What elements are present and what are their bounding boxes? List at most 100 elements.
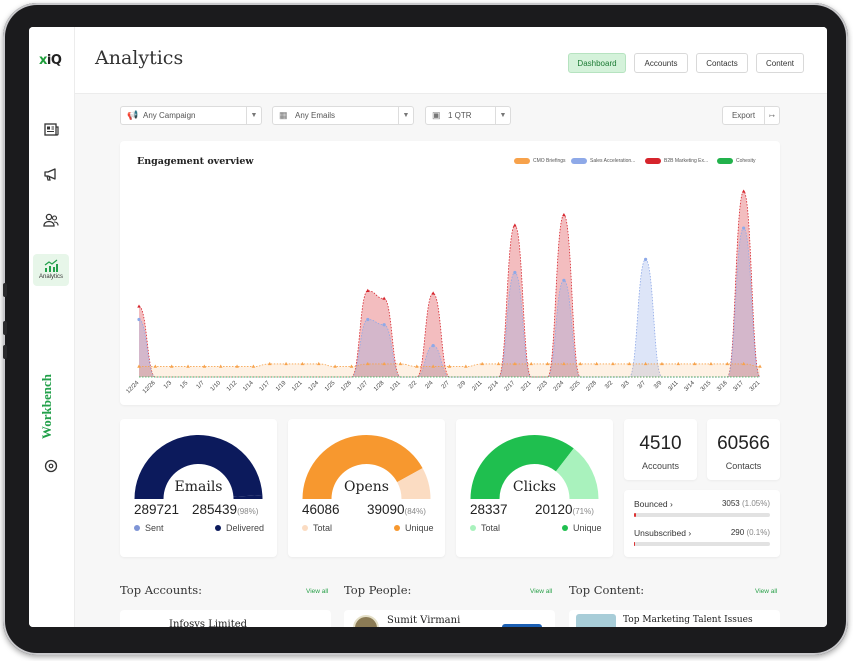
data-point <box>513 223 517 227</box>
data-point <box>382 361 386 366</box>
legend-dot <box>394 525 400 531</box>
gauge-legend-right: Delivered <box>215 523 264 533</box>
legend-item[interactable]: Sales Acceleration... <box>571 157 635 165</box>
legend-item[interactable]: CMO Briefings <box>514 157 566 165</box>
x-tick-label: 3/21 <box>749 380 762 393</box>
gauge-legend-right: Unique <box>562 523 602 533</box>
tab-content[interactable]: Content <box>756 53 804 73</box>
chart-title: Engagement overview <box>137 156 254 167</box>
legend-dot <box>470 525 476 531</box>
chevron-right-icon: › <box>688 528 692 538</box>
top-content-view-all[interactable]: View all <box>755 588 778 595</box>
data-point <box>741 189 746 193</box>
workbench-label[interactable]: Workbench <box>39 373 54 439</box>
settings-cycle-icon[interactable] <box>41 456 61 476</box>
x-tick-label: 1/28 <box>373 380 386 393</box>
sidebar-item-label: Analytics <box>38 274 63 280</box>
x-tick-label: 2/9 <box>457 380 468 391</box>
period-select[interactable]: ▣ 1 QTR ▼ <box>425 106 511 125</box>
gauge-value-arc <box>470 435 574 499</box>
tab-dashboard[interactable]: Dashboard <box>568 53 626 73</box>
gauge-rest-arc <box>555 448 599 499</box>
campaign-select[interactable]: 📢 Any Campaign ▼ <box>120 106 262 125</box>
chart-legend: CMO Briefings Sales Acceleration... B2B Ma… <box>514 157 764 167</box>
export-button[interactable]: Export ↦ <box>722 106 780 125</box>
clicks-gauge-card: Clicks 28337 20120(71%) Total Unique <box>456 419 613 557</box>
x-tick-label: 1/31 <box>389 380 402 393</box>
x-tick-label: 1/14 <box>242 380 255 393</box>
data-point <box>366 317 370 322</box>
top-people-title: Top People: <box>344 583 412 597</box>
data-point <box>300 361 305 366</box>
xiq-logo[interactable]: xiQ <box>39 53 62 68</box>
top-accounts-title: Top Accounts: <box>120 583 203 597</box>
gauge-label: Opens <box>344 479 389 495</box>
megaphone-icon <box>44 168 56 181</box>
bounced-link[interactable]: Bounced › <box>634 499 673 509</box>
gauge-value: 285439 <box>192 502 238 517</box>
top-account-row[interactable]: Infosys Limited <box>120 610 331 627</box>
top-accounts-view-all[interactable]: View all <box>306 588 329 595</box>
data-point <box>529 361 534 366</box>
accounts-stat[interactable]: 4510 Accounts <box>624 419 697 480</box>
contacts-count: 60566 <box>717 433 770 454</box>
legend-item[interactable]: Cohesity <box>717 157 755 165</box>
calendar-icon: ▣ <box>432 110 441 120</box>
x-tick-label: 2/23 <box>536 380 549 393</box>
legend-item[interactable]: B2B Marketing Ex... <box>645 157 708 165</box>
data-point <box>235 364 239 368</box>
contacts-stat[interactable]: 60566 Contacts <box>707 419 780 480</box>
people-icon <box>43 213 59 227</box>
sidebar-item-documents[interactable] <box>41 119 61 139</box>
gauge-legend-left: Total <box>302 523 332 533</box>
data-point <box>169 364 174 368</box>
sidebar-item-contacts[interactable] <box>41 210 61 230</box>
person-name: Sumit Virmani <box>387 615 461 626</box>
emails-select[interactable]: ▦ Any Emails ▼ <box>272 106 414 125</box>
data-point <box>692 361 697 366</box>
top-people-view-all[interactable]: View all <box>530 588 553 595</box>
tab-accounts[interactable]: Accounts <box>634 53 688 73</box>
data-point <box>611 361 615 366</box>
accounts-label: Accounts <box>641 461 680 471</box>
screen: xiQ Analytics Workbench Analytics Dashbo… <box>29 27 827 627</box>
person-badge <box>502 624 542 627</box>
x-tick-label: 12/26 <box>142 380 157 395</box>
gauge-pct: (71%) <box>572 507 594 516</box>
bar-chart-icon <box>41 256 61 276</box>
account-name: Infosys Limited <box>169 619 248 627</box>
unsubscribed-link[interactable]: Unsubscribed › <box>634 528 691 538</box>
tab-contacts[interactable]: Contacts <box>696 53 748 73</box>
chevron-right-icon: › <box>669 499 673 509</box>
x-tick-label: 12/24 <box>126 380 141 395</box>
content-thumbnail <box>576 614 616 627</box>
gauge-total: 46086 <box>302 502 340 517</box>
unsubscribed-label: Unsubscribed <box>634 528 686 538</box>
legend-label: Total <box>481 523 501 533</box>
bounced-pct: (1.05%) <box>741 499 770 508</box>
x-tick-label: 1/10 <box>210 380 223 393</box>
main-area: Analytics Dashboard Accounts Contacts Co… <box>75 27 827 627</box>
data-point <box>431 364 435 368</box>
data-point <box>267 361 272 366</box>
top-person-row[interactable]: Sumit Virmani <box>344 610 555 627</box>
x-tick-label: 3/9 <box>653 380 664 391</box>
legend-dot <box>302 525 308 531</box>
sidebar-item-campaigns[interactable] <box>41 164 61 184</box>
campaign-select-value: Any Campaign <box>143 111 196 120</box>
data-point <box>137 317 141 322</box>
x-tick-label: 3/2 <box>604 380 615 391</box>
gauge-rest-arc <box>233 494 263 499</box>
data-point <box>644 257 648 261</box>
series-area-cmo-briefings <box>139 363 760 377</box>
data-point <box>643 361 648 366</box>
x-tick-label: 3/14 <box>684 380 697 393</box>
x-tick-label: 1/17 <box>259 380 272 393</box>
emails-gauge-card: Emails 289721 285439(98%) Sent Delivered <box>120 419 277 557</box>
top-content-row[interactable]: Top Marketing Talent Issues <box>569 610 780 627</box>
data-point <box>742 226 746 230</box>
data-point <box>725 361 730 366</box>
data-point <box>758 364 762 368</box>
top-content-title: Top Content: <box>569 583 645 597</box>
period-select-value: 1 QTR <box>448 111 472 120</box>
